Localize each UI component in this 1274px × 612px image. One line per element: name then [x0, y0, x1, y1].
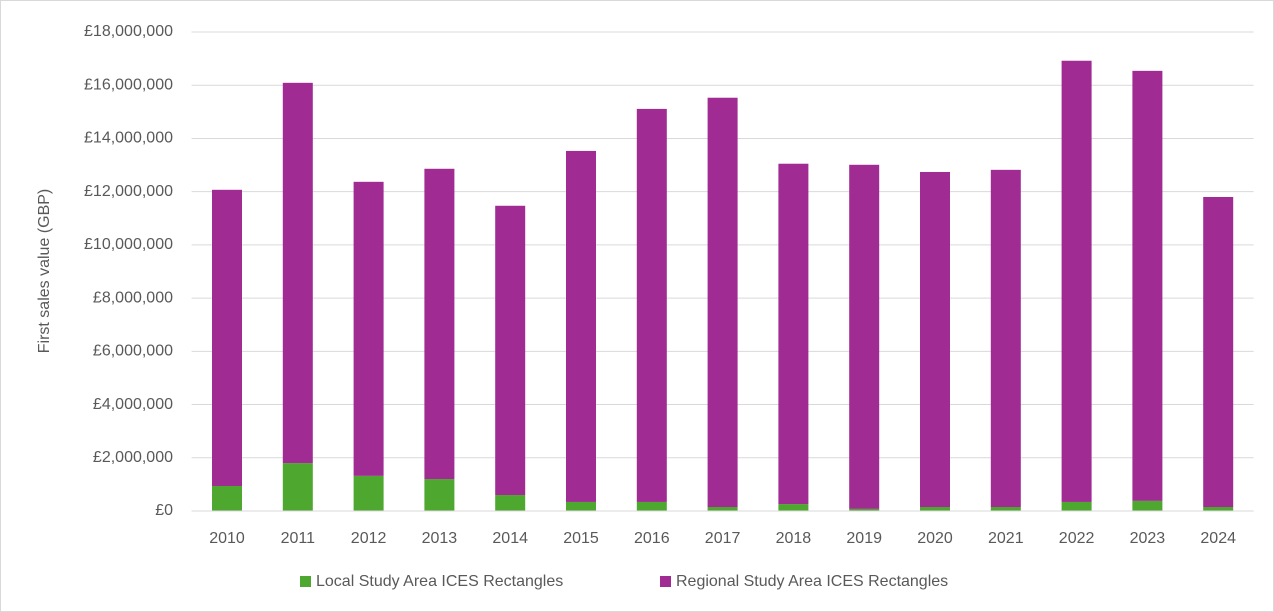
x-tick-label: 2011 — [281, 530, 316, 547]
bar-segment — [778, 163, 809, 505]
y-tick-label: £16,000,000 — [84, 76, 173, 93]
y-tick-label: £2,000,000 — [93, 449, 173, 466]
bar-segment — [566, 501, 596, 511]
bar-segment — [1203, 196, 1234, 508]
bar-segment — [849, 508, 880, 511]
bar-segment — [707, 507, 738, 511]
bar-segment — [282, 463, 313, 511]
x-tick-label: 2012 — [351, 530, 387, 547]
bar-segment — [1203, 507, 1234, 511]
legend-swatch — [300, 576, 311, 587]
y-tick-label: £0 — [155, 502, 173, 519]
bar-segment — [636, 501, 667, 511]
bar-segment — [990, 169, 1021, 508]
y-tick-label: £14,000,000 — [84, 130, 173, 147]
bar-segment — [353, 475, 384, 511]
x-tick-label: 2018 — [776, 530, 812, 547]
bar-segment — [1061, 60, 1092, 502]
bar-segment — [1132, 500, 1163, 511]
legend-label: Regional Study Area ICES Rectangles — [676, 573, 948, 590]
y-tick-label: £12,000,000 — [84, 183, 173, 200]
x-tick-label: 2010 — [209, 530, 245, 547]
legend-swatch — [660, 576, 671, 587]
bar-segment — [495, 205, 526, 496]
y-tick-label: £8,000,000 — [93, 289, 173, 306]
y-axis-title: First sales value (GBP) — [36, 189, 53, 353]
x-tick-label: 2019 — [846, 530, 882, 547]
x-tick-label: 2014 — [492, 530, 528, 547]
x-tick-label: 2024 — [1200, 530, 1236, 547]
x-tick-label: 2015 — [563, 530, 599, 547]
bar-segment — [424, 168, 455, 480]
x-tick-label: 2021 — [988, 530, 1024, 547]
x-tick-label: 2013 — [422, 530, 458, 547]
bar-segment — [1061, 501, 1092, 511]
x-tick-label: 2017 — [705, 530, 741, 547]
bar-segment — [990, 507, 1021, 511]
y-tick-label: £18,000,000 — [84, 23, 173, 40]
x-tick-label: 2022 — [1059, 530, 1095, 547]
bar-segment — [920, 171, 950, 508]
x-tick-label: 2016 — [634, 530, 670, 547]
x-tick-label: 2020 — [917, 530, 953, 547]
y-tick-label: £4,000,000 — [93, 396, 173, 413]
bar-segment — [282, 82, 313, 464]
y-tick-label: £6,000,000 — [93, 343, 173, 360]
bar-segment — [424, 479, 455, 511]
bar-segment — [707, 97, 738, 508]
bar-segment — [566, 150, 596, 502]
y-tick-label: £10,000,000 — [84, 236, 173, 253]
bar-segment — [1132, 70, 1163, 501]
bar-segment — [778, 504, 809, 511]
bar-segment — [353, 181, 384, 476]
bar-segment — [495, 495, 526, 511]
bar-segment — [212, 189, 242, 486]
bar-segment — [849, 164, 880, 509]
x-tick-label: 2023 — [1130, 530, 1166, 547]
bar-segment — [212, 485, 242, 511]
bar-segment — [636, 108, 667, 502]
bar-segment — [920, 507, 950, 511]
legend-label: Local Study Area ICES Rectangles — [316, 573, 563, 590]
